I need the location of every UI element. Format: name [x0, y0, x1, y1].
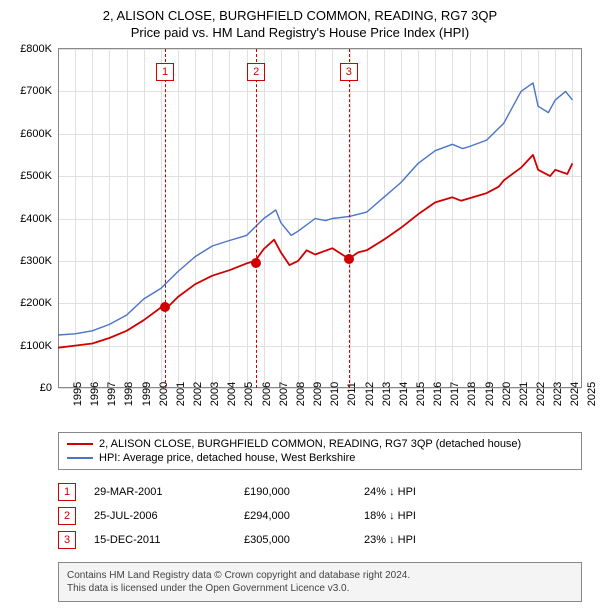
legend-swatch [67, 457, 93, 459]
footer-note: Contains HM Land Registry data © Crown c… [58, 562, 582, 602]
event-row-number: 2 [58, 507, 76, 525]
title-line-1: 2, ALISON CLOSE, BURGHFIELD COMMON, READ… [10, 8, 590, 23]
event-row-pct: 24% ↓ HPI [364, 486, 504, 498]
event-marker [344, 254, 354, 264]
legend-swatch [67, 443, 93, 445]
chart-container: 2, ALISON CLOSE, BURGHFIELD COMMON, READ… [0, 0, 600, 602]
legend-item: HPI: Average price, detached house, West… [67, 451, 573, 465]
series-hpi [58, 83, 572, 335]
event-row-price: £190,000 [244, 486, 364, 498]
y-tick-label: £300K [20, 255, 52, 267]
event-number-box: 3 [340, 63, 358, 81]
event-line [165, 49, 166, 388]
legend-label: HPI: Average price, detached house, West… [99, 452, 355, 464]
event-number-box: 1 [156, 63, 174, 81]
event-row-pct: 18% ↓ HPI [364, 510, 504, 522]
event-line [256, 49, 257, 388]
y-tick-label: £600K [20, 128, 52, 140]
y-tick-label: £400K [20, 213, 52, 225]
y-tick-label: £700K [20, 85, 52, 97]
event-row-date: 25-JUL-2006 [94, 510, 244, 522]
legend-item: 2, ALISON CLOSE, BURGHFIELD COMMON, READ… [67, 437, 573, 451]
series-property [58, 155, 572, 348]
event-line [349, 49, 350, 388]
y-tick-label: £100K [20, 340, 52, 352]
event-row-price: £294,000 [244, 510, 364, 522]
plot-area: 123 £0£100K£200K£300K£400K£500K£600K£700… [58, 48, 582, 388]
event-marker [160, 302, 170, 312]
event-row-date: 29-MAR-2001 [94, 486, 244, 498]
event-row-pct: 23% ↓ HPI [364, 534, 504, 546]
event-row-date: 15-DEC-2011 [94, 534, 244, 546]
event-row: 3 15-DEC-2011£305,00023% ↓ HPI [58, 528, 582, 552]
y-tick-label: £800K [20, 43, 52, 55]
event-row: 2 25-JUL-2006£294,00018% ↓ HPI [58, 504, 582, 528]
event-row: 1 29-MAR-2001£190,00024% ↓ HPI [58, 480, 582, 504]
event-row-price: £305,000 [244, 534, 364, 546]
y-tick-label: £0 [40, 382, 52, 394]
legend: 2, ALISON CLOSE, BURGHFIELD COMMON, READ… [58, 432, 582, 470]
event-row-number: 3 [58, 531, 76, 549]
footer-line-1: Contains HM Land Registry data © Crown c… [67, 569, 573, 582]
legend-label: 2, ALISON CLOSE, BURGHFIELD COMMON, READ… [99, 438, 521, 450]
event-row-number: 1 [58, 483, 76, 501]
event-number-box: 2 [247, 63, 265, 81]
title-line-2: Price paid vs. HM Land Registry's House … [10, 25, 590, 40]
events-table: 1 29-MAR-2001£190,00024% ↓ HPI 2 25-JUL-200… [58, 480, 582, 552]
event-marker [251, 258, 261, 268]
title-block: 2, ALISON CLOSE, BURGHFIELD COMMON, READ… [0, 0, 600, 44]
y-tick-label: £500K [20, 170, 52, 182]
y-tick-label: £200K [20, 297, 52, 309]
footer-line-2: This data is licensed under the Open Gov… [67, 582, 573, 595]
